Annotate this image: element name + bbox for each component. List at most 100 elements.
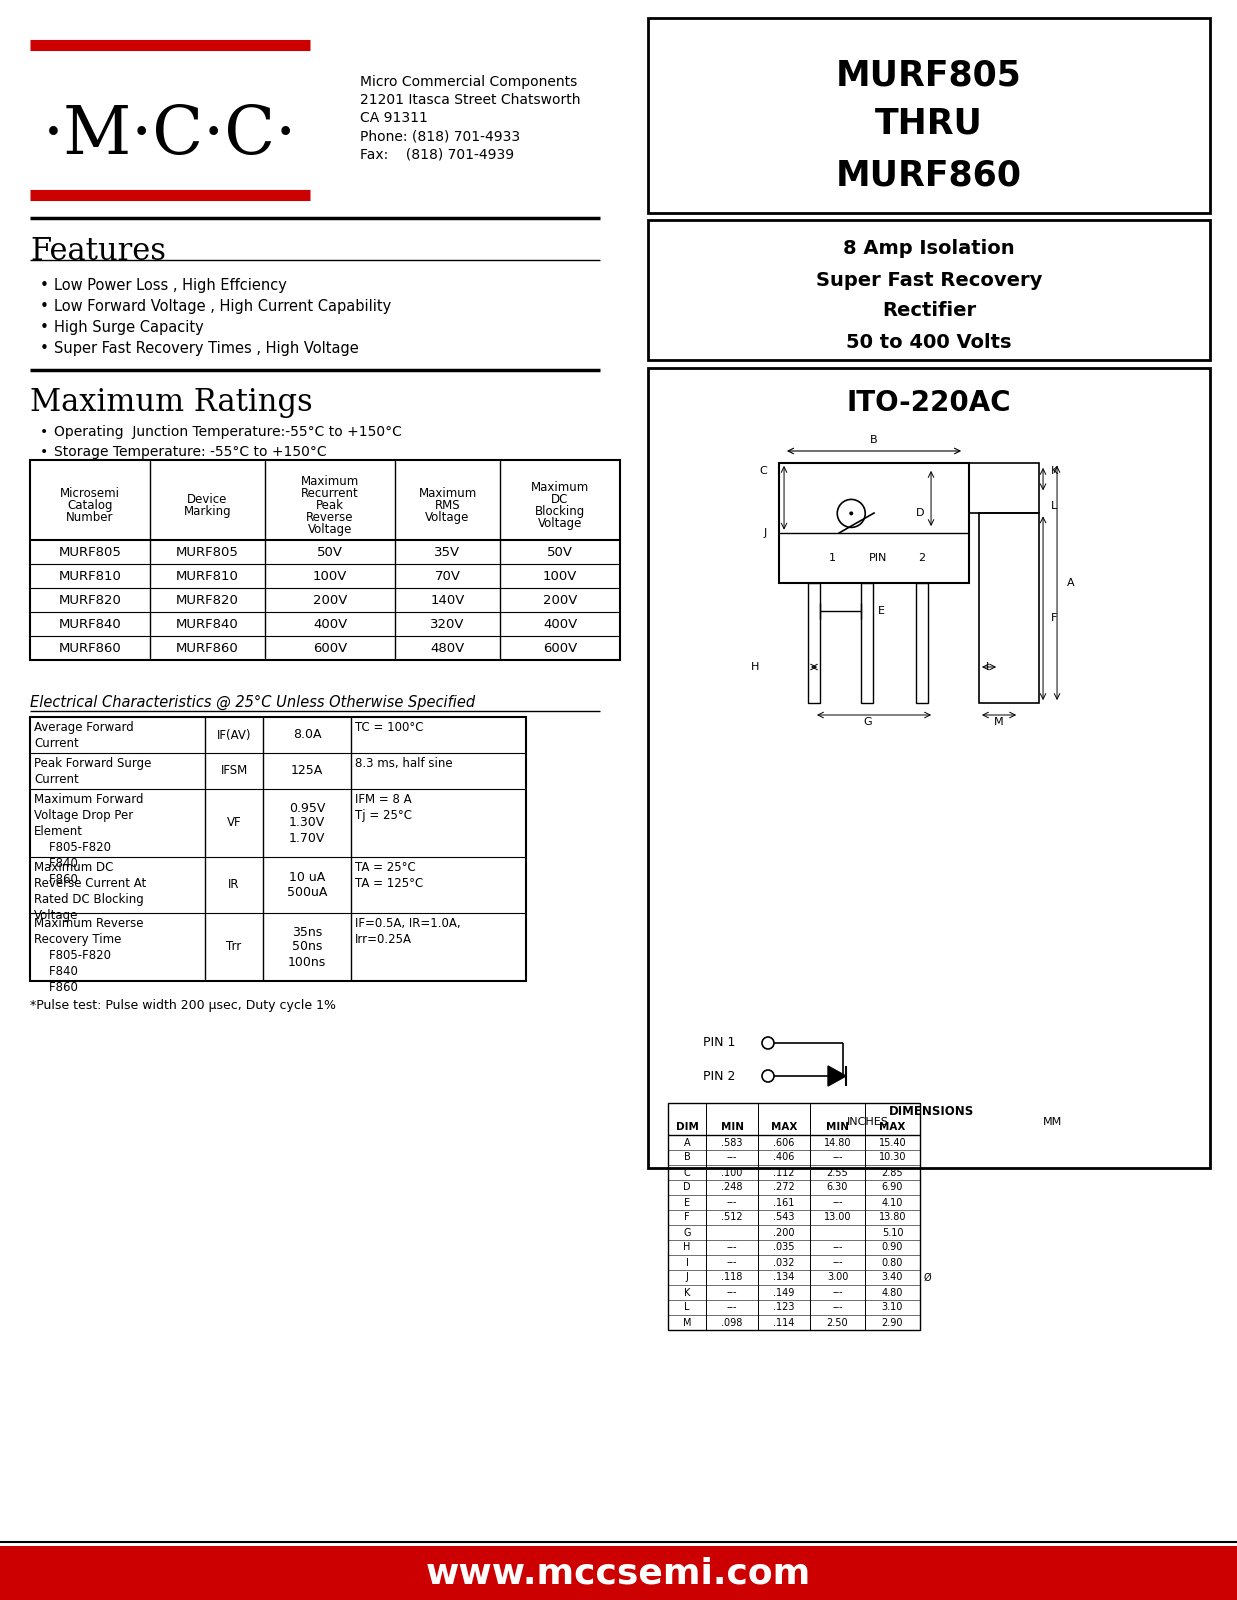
Text: 0.80: 0.80 bbox=[882, 1258, 903, 1267]
Text: 0.90: 0.90 bbox=[882, 1243, 903, 1253]
Text: TC = 100°C: TC = 100°C bbox=[355, 722, 423, 734]
Bar bbox=[0, 1546, 1237, 1600]
Text: 3.00: 3.00 bbox=[826, 1272, 849, 1283]
Text: .272: .272 bbox=[773, 1182, 795, 1192]
Text: 200V: 200V bbox=[543, 594, 578, 606]
Text: L: L bbox=[684, 1302, 690, 1312]
Text: A: A bbox=[684, 1138, 690, 1147]
Text: 6.90: 6.90 bbox=[882, 1182, 903, 1192]
Text: 50V: 50V bbox=[547, 546, 573, 558]
Text: Voltage: Voltage bbox=[426, 510, 470, 525]
Text: 2.50: 2.50 bbox=[826, 1317, 849, 1328]
Text: 480V: 480V bbox=[430, 642, 465, 654]
Text: 13.00: 13.00 bbox=[824, 1213, 851, 1222]
Text: MIN: MIN bbox=[826, 1122, 849, 1133]
Text: MURF810: MURF810 bbox=[58, 570, 121, 582]
Text: 2.85: 2.85 bbox=[882, 1168, 903, 1178]
Text: I: I bbox=[986, 662, 988, 672]
Text: Features: Features bbox=[30, 235, 166, 267]
Text: .606: .606 bbox=[773, 1138, 794, 1147]
Text: ---: --- bbox=[727, 1258, 737, 1267]
Text: MURF810: MURF810 bbox=[176, 570, 239, 582]
Text: Blocking: Blocking bbox=[534, 506, 585, 518]
Text: ---: --- bbox=[727, 1243, 737, 1253]
Text: .161: .161 bbox=[773, 1197, 794, 1208]
Text: Fax:    (818) 701-4939: Fax: (818) 701-4939 bbox=[360, 147, 515, 162]
Text: ---: --- bbox=[727, 1152, 737, 1163]
Text: ---: --- bbox=[727, 1197, 737, 1208]
Text: •: • bbox=[40, 341, 49, 357]
Text: Marking: Marking bbox=[183, 506, 231, 518]
Text: .112: .112 bbox=[773, 1168, 794, 1178]
Text: 50 to 400 Volts: 50 to 400 Volts bbox=[846, 333, 1012, 352]
Text: K: K bbox=[1051, 466, 1059, 477]
Text: H: H bbox=[683, 1243, 690, 1253]
Text: 1: 1 bbox=[829, 552, 836, 563]
Text: ---: --- bbox=[727, 1302, 737, 1312]
Text: MURF860: MURF860 bbox=[836, 158, 1022, 194]
Text: .583: .583 bbox=[721, 1138, 742, 1147]
Text: 400V: 400V bbox=[543, 618, 578, 630]
Text: ·M·C·C·: ·M·C·C· bbox=[43, 102, 297, 168]
Text: Recurrent: Recurrent bbox=[301, 486, 359, 499]
Circle shape bbox=[850, 512, 854, 515]
Text: Maximum: Maximum bbox=[301, 475, 359, 488]
Text: C: C bbox=[684, 1168, 690, 1178]
Text: .118: .118 bbox=[721, 1272, 742, 1283]
Bar bbox=[30, 461, 620, 659]
Text: 5.10: 5.10 bbox=[882, 1227, 903, 1237]
Text: 6.30: 6.30 bbox=[826, 1182, 849, 1192]
Text: .032: .032 bbox=[773, 1258, 794, 1267]
Text: F: F bbox=[684, 1213, 690, 1222]
Text: 8.0A: 8.0A bbox=[293, 728, 322, 741]
Text: M: M bbox=[683, 1317, 691, 1328]
Text: I: I bbox=[685, 1258, 689, 1267]
Text: IFM = 8 A
Tj = 25°C: IFM = 8 A Tj = 25°C bbox=[355, 794, 412, 822]
Text: 35V: 35V bbox=[434, 546, 460, 558]
Text: Low Power Loss , High Effciency: Low Power Loss , High Effciency bbox=[54, 278, 287, 293]
Text: TA = 25°C
TA = 125°C: TA = 25°C TA = 125°C bbox=[355, 861, 423, 890]
Text: Device: Device bbox=[187, 493, 228, 506]
Text: Phone: (818) 701-4933: Phone: (818) 701-4933 bbox=[360, 130, 520, 142]
Text: www.mccsemi.com: www.mccsemi.com bbox=[426, 1555, 811, 1590]
Text: MURF805: MURF805 bbox=[836, 59, 1022, 93]
Text: Maximum: Maximum bbox=[531, 482, 589, 494]
Text: Maximum: Maximum bbox=[418, 486, 476, 499]
Text: E: E bbox=[684, 1197, 690, 1208]
Text: ---: --- bbox=[833, 1258, 842, 1267]
Text: 400V: 400V bbox=[313, 618, 348, 630]
Bar bbox=[648, 368, 1210, 1168]
Text: 2.90: 2.90 bbox=[882, 1317, 903, 1328]
Text: H: H bbox=[751, 662, 760, 672]
Text: Catalog: Catalog bbox=[67, 499, 113, 512]
Text: Average Forward
Current: Average Forward Current bbox=[33, 722, 134, 750]
Text: CA 91311: CA 91311 bbox=[360, 110, 428, 125]
Text: 3.10: 3.10 bbox=[882, 1302, 903, 1312]
Text: Reverse: Reverse bbox=[307, 510, 354, 525]
Text: PIN 2: PIN 2 bbox=[703, 1069, 735, 1083]
Text: •: • bbox=[40, 426, 48, 438]
Text: DIMENSIONS: DIMENSIONS bbox=[889, 1106, 974, 1118]
Text: 0.95V
1.30V
1.70V: 0.95V 1.30V 1.70V bbox=[288, 802, 325, 845]
Text: E: E bbox=[878, 606, 884, 616]
Text: *Pulse test: Pulse width 200 μsec, Duty cycle 1%: *Pulse test: Pulse width 200 μsec, Duty … bbox=[30, 998, 336, 1013]
Text: .543: .543 bbox=[773, 1213, 794, 1222]
Text: INCHES: INCHES bbox=[847, 1117, 889, 1126]
Text: •: • bbox=[40, 320, 49, 334]
Text: IF=0.5A, IR=1.0A,
Irr=0.25A: IF=0.5A, IR=1.0A, Irr=0.25A bbox=[355, 917, 460, 946]
Text: MAX: MAX bbox=[880, 1122, 905, 1133]
Text: Maximum DC
Reverse Current At
Rated DC Blocking
Voltage: Maximum DC Reverse Current At Rated DC B… bbox=[33, 861, 146, 922]
Text: •: • bbox=[40, 278, 49, 293]
Bar bbox=[969, 462, 1039, 514]
Text: 140V: 140V bbox=[430, 594, 465, 606]
Text: 200V: 200V bbox=[313, 594, 348, 606]
Text: 100V: 100V bbox=[543, 570, 578, 582]
Text: 10 uA
500uA: 10 uA 500uA bbox=[287, 870, 328, 899]
Text: 600V: 600V bbox=[543, 642, 578, 654]
Text: DC: DC bbox=[552, 493, 569, 506]
Text: 8 Amp Isolation: 8 Amp Isolation bbox=[844, 238, 1014, 258]
Text: C: C bbox=[760, 466, 767, 477]
Text: 125A: 125A bbox=[291, 765, 323, 778]
Text: ---: --- bbox=[833, 1197, 842, 1208]
Polygon shape bbox=[828, 1066, 846, 1086]
